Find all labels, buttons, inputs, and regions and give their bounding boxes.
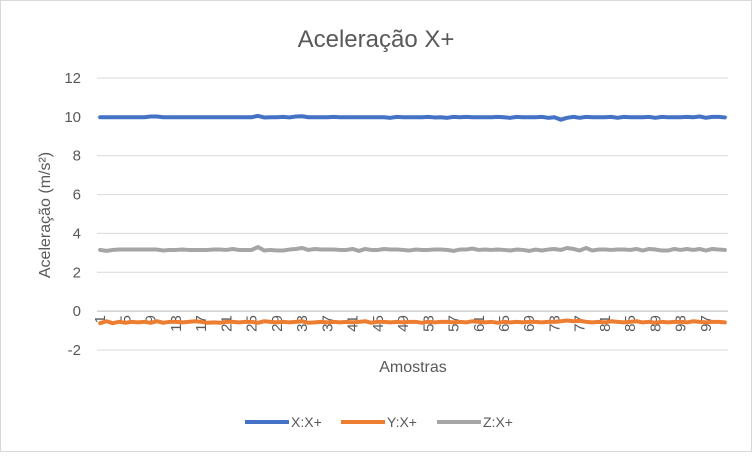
x-tick-label: 1 bbox=[92, 315, 109, 323]
series-line-1 bbox=[98, 113, 727, 122]
y-tick-label: 6 bbox=[73, 187, 81, 204]
y-tick-label: -2 bbox=[68, 342, 81, 359]
x-tick-label: 9 bbox=[143, 315, 160, 323]
y-axis-title: Aceleração (m/s²) bbox=[37, 152, 54, 278]
x-axis-title: Amostras bbox=[379, 359, 447, 376]
legend-label: X:X+ bbox=[291, 414, 322, 430]
legend: X:X+ Y:X+ Z:X+ bbox=[245, 414, 513, 430]
y-axis-ticks: -2 0 2 4 6 8 10 12 bbox=[64, 70, 81, 359]
legend-label: Y:X+ bbox=[387, 414, 417, 430]
y-tick-label: 2 bbox=[73, 264, 81, 281]
chart-title: Aceleração X+ bbox=[298, 26, 455, 53]
y-tick-label: 10 bbox=[64, 109, 81, 126]
x-tick-label: 33 bbox=[294, 315, 311, 332]
y-tick-label: 8 bbox=[73, 148, 81, 165]
x-tick-label: 5 bbox=[117, 315, 134, 323]
y-tick-label: 0 bbox=[73, 303, 81, 320]
series-lines bbox=[98, 113, 727, 326]
y-tick-label: 4 bbox=[73, 225, 81, 242]
series-line-3 bbox=[98, 245, 727, 253]
y-tick-label: 12 bbox=[64, 70, 81, 87]
series-line-2 bbox=[98, 318, 727, 326]
legend-label: Z:X+ bbox=[483, 414, 513, 430]
